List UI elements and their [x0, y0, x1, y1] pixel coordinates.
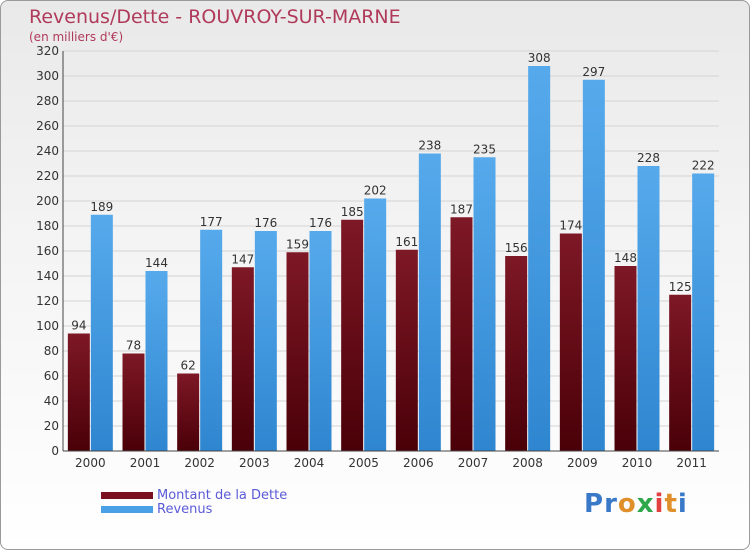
bar-revenus [692, 173, 715, 451]
legend-item-dette: Montant de la Dette [101, 487, 288, 503]
x-tick-label: 2009 [567, 456, 598, 470]
data-label-dette: 147 [231, 252, 254, 266]
x-tick-label: 2003 [239, 456, 270, 470]
bar-dette [231, 267, 254, 451]
bar-revenus [254, 231, 277, 451]
legend-swatch-revenus [101, 505, 153, 513]
bar-revenus [473, 157, 496, 451]
legend-item-revenus: Revenus [101, 501, 213, 517]
bar-revenus [90, 214, 113, 451]
y-tick-label: 300 [36, 69, 59, 83]
logo-letter: r [604, 489, 618, 519]
data-label-revenus: 189 [90, 200, 113, 214]
x-tick-label: 2011 [676, 456, 707, 470]
y-tick-label: 200 [36, 194, 59, 208]
bar-revenus [309, 231, 332, 451]
data-label-dette: 174 [559, 219, 582, 233]
y-tick-label: 20 [44, 419, 59, 433]
bar-dette [669, 294, 692, 451]
data-label-dette: 185 [341, 205, 364, 219]
bar-revenus [528, 66, 551, 451]
logo-letter: o [617, 489, 637, 519]
data-label-dette: 161 [395, 235, 418, 249]
bar-revenus [200, 229, 223, 451]
bar-dette [395, 249, 418, 451]
bar-revenus [364, 198, 387, 451]
data-label-revenus: 297 [582, 65, 605, 79]
y-tick-label: 180 [36, 219, 59, 233]
bar-revenus [145, 271, 168, 451]
x-tick-label: 2006 [403, 456, 434, 470]
bar-revenus [418, 153, 441, 451]
y-tick-label: 40 [44, 394, 59, 408]
legend-label-dette: Montant de la Dette [157, 487, 288, 503]
data-label-dette: 94 [71, 319, 86, 333]
x-tick-label: 2004 [294, 456, 325, 470]
logo-letter: i [677, 489, 688, 519]
y-tick-label: 60 [44, 369, 59, 383]
x-tick-label: 2010 [622, 456, 653, 470]
x-tick-label: 2000 [75, 456, 106, 470]
bar-dette [559, 233, 582, 451]
data-label-revenus: 144 [145, 256, 168, 270]
x-tick-label: 2005 [348, 456, 379, 470]
data-label-revenus: 222 [692, 159, 715, 173]
data-label-dette: 78 [126, 339, 141, 353]
y-tick-label: 100 [36, 319, 59, 333]
data-label-revenus: 235 [473, 142, 496, 156]
data-label-dette: 159 [286, 237, 309, 251]
legend-label-revenus: Revenus [157, 501, 213, 517]
data-label-revenus: 308 [528, 51, 551, 65]
data-label-revenus: 177 [200, 215, 223, 229]
y-tick-label: 240 [36, 144, 59, 158]
y-tick-label: 220 [36, 169, 59, 183]
bar-revenus [637, 166, 660, 451]
data-label-revenus: 202 [364, 184, 387, 198]
bar-dette [286, 252, 309, 451]
bar-dette [505, 256, 528, 451]
logo-letter: P [584, 489, 605, 519]
chart-title: Revenus/Dette - ROUVROY-SUR-MARNE [29, 6, 401, 28]
y-tick-label: 120 [36, 294, 59, 308]
y-tick-label: 260 [36, 119, 59, 133]
data-label-revenus: 176 [309, 216, 332, 230]
bar-revenus [582, 79, 605, 451]
y-tick-label: 320 [36, 44, 59, 58]
logo-letter: i [654, 489, 665, 519]
data-label-dette: 148 [614, 251, 637, 265]
data-label-dette: 62 [181, 359, 196, 373]
x-tick-label: 2002 [184, 456, 215, 470]
data-label-revenus: 238 [418, 139, 441, 153]
bar-dette [341, 219, 364, 451]
data-label-dette: 187 [450, 202, 473, 216]
x-tick-label: 2008 [512, 456, 543, 470]
bar-dette [614, 266, 637, 451]
proxiti-logo: Proxiti [584, 489, 688, 519]
bar-dette [67, 333, 90, 451]
bar-dette [122, 353, 145, 451]
y-tick-label: 80 [44, 344, 59, 358]
y-tick-label: 140 [36, 269, 59, 283]
bar-dette [450, 217, 473, 451]
logo-letter: t [664, 489, 678, 519]
logo-letter: x [636, 489, 655, 519]
y-tick-label: 160 [36, 244, 59, 258]
legend-swatch-dette [101, 491, 153, 499]
x-tick-label: 2007 [458, 456, 489, 470]
data-label-revenus: 228 [637, 151, 660, 165]
bar-dette [177, 373, 200, 451]
data-label-dette: 125 [669, 280, 692, 294]
chart-subtitle: (en milliers d'€) [29, 30, 124, 44]
x-tick-label: 2001 [130, 456, 161, 470]
data-label-dette: 156 [505, 241, 528, 255]
y-tick-label: 0 [51, 444, 59, 458]
data-label-revenus: 176 [254, 216, 277, 230]
y-tick-label: 280 [36, 94, 59, 108]
